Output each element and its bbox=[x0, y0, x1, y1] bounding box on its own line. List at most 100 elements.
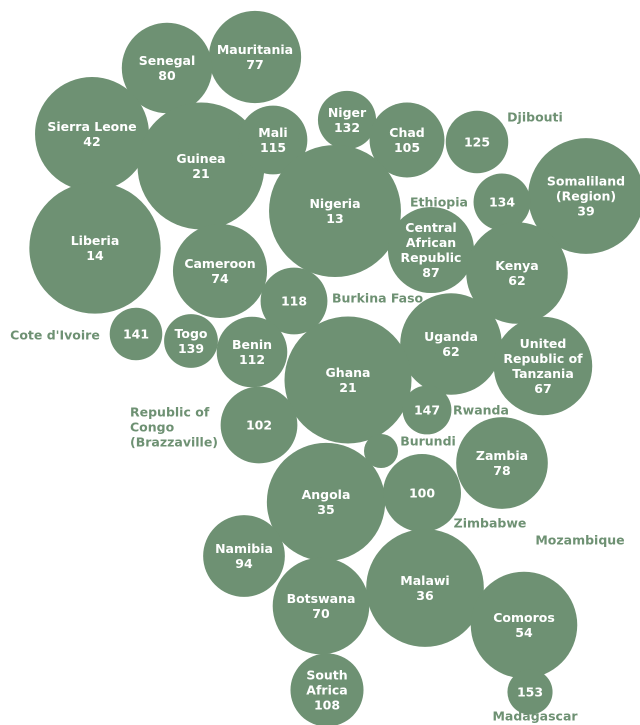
bubble bbox=[387, 206, 475, 294]
country-name: Republic of Congo (Brazzaville) bbox=[130, 404, 219, 450]
country-name: Kenya bbox=[495, 258, 539, 273]
country-value: 54 bbox=[515, 625, 533, 640]
bubble bbox=[364, 434, 398, 468]
bubble-label: Mauritania 77 bbox=[210, 42, 300, 72]
bubble bbox=[493, 316, 593, 416]
country-name: Niger bbox=[327, 105, 367, 120]
country-name: Ethiopia bbox=[410, 194, 468, 210]
country-value: 147 bbox=[413, 402, 441, 418]
bubble bbox=[137, 102, 265, 230]
country-value: 35 bbox=[317, 502, 335, 517]
country-value: 42 bbox=[83, 134, 101, 149]
bubble bbox=[290, 653, 364, 725]
bubble-label: Somaliland (Region) 39 bbox=[541, 174, 631, 219]
country-name: Somaliland (Region) bbox=[546, 173, 626, 204]
bubble-label: Niger 132 bbox=[322, 105, 372, 135]
country-value: 139 bbox=[177, 341, 205, 356]
bubble-label: Kenya 62 bbox=[487, 258, 547, 288]
country-name: Burundi bbox=[400, 433, 456, 449]
country-value: 36 bbox=[416, 588, 434, 603]
country-value: 62 bbox=[508, 273, 526, 288]
bubble-label: Guinea 21 bbox=[161, 151, 241, 181]
bubble bbox=[203, 515, 285, 597]
bubble bbox=[109, 307, 163, 361]
country-name: Guinea bbox=[176, 151, 226, 166]
bubble-label: Mali 115 bbox=[248, 125, 298, 155]
country-name: Rwanda bbox=[453, 402, 509, 418]
country-name: Central African Republic bbox=[400, 220, 462, 265]
country-value: 21 bbox=[192, 166, 210, 181]
bubble bbox=[445, 110, 509, 174]
country-name: Uganda bbox=[424, 329, 478, 344]
bubble bbox=[400, 293, 502, 395]
bubble-label: Benin 112 bbox=[227, 337, 277, 367]
country-name: Zambia bbox=[475, 448, 529, 463]
country-name: Togo bbox=[174, 326, 208, 341]
country-value: 153 bbox=[516, 684, 544, 700]
country-value: 39 bbox=[577, 203, 595, 219]
bubble-label: Botswana 70 bbox=[281, 591, 361, 621]
country-name: Mozambique bbox=[535, 532, 625, 548]
bubble bbox=[383, 454, 461, 532]
country-value: 115 bbox=[259, 140, 287, 155]
country-name: Djibouti bbox=[507, 109, 563, 125]
country-name: Senegal bbox=[138, 53, 196, 68]
country-value: 77 bbox=[246, 57, 264, 72]
bubble-label: Malawi 36 bbox=[390, 573, 460, 603]
country-name: Chad bbox=[389, 125, 425, 140]
bubble bbox=[220, 386, 298, 464]
bubble-label: Zambia 78 bbox=[467, 448, 537, 478]
country-name: Comoros bbox=[493, 610, 555, 625]
bubble-label: Namibia 94 bbox=[209, 541, 279, 571]
country-name: Madagascar bbox=[492, 708, 578, 724]
bubble bbox=[269, 145, 401, 277]
bubble-label: Senegal 80 bbox=[127, 53, 207, 83]
bubble-label: Sierra Leone 42 bbox=[37, 119, 147, 149]
country-name: Malawi bbox=[400, 573, 450, 588]
bubble bbox=[164, 314, 218, 368]
bubble bbox=[121, 22, 213, 114]
bubble bbox=[238, 105, 308, 175]
country-value: 125 bbox=[463, 134, 491, 150]
country-value: 134 bbox=[488, 194, 516, 210]
country-name: Burkina Faso bbox=[332, 290, 424, 306]
country-name: Ghana bbox=[325, 365, 371, 380]
bubble bbox=[272, 557, 370, 655]
bubble-label: Angola 35 bbox=[291, 487, 361, 517]
bubble bbox=[473, 173, 531, 231]
country-value: 132 bbox=[333, 120, 361, 135]
bubble bbox=[216, 316, 288, 388]
bubble-label: Ghana 21 bbox=[313, 365, 383, 395]
bubble-label: Cameroon 74 bbox=[175, 256, 265, 286]
bubble bbox=[466, 222, 568, 324]
country-name: Cameroon bbox=[184, 256, 256, 271]
country-name: Zimbabwe bbox=[453, 515, 527, 531]
bubble bbox=[456, 417, 548, 509]
country-value: 118 bbox=[280, 293, 308, 309]
bubble bbox=[470, 571, 578, 679]
bubble-label: Central African Republic 87 bbox=[379, 220, 484, 280]
bubble bbox=[208, 10, 302, 104]
bubble-label: Comoros 54 bbox=[489, 610, 559, 640]
bubble bbox=[366, 529, 484, 647]
country-name: Botswana bbox=[286, 591, 356, 606]
bubble bbox=[369, 102, 445, 178]
bubble-label: Uganda 62 bbox=[416, 329, 486, 359]
bubble-label: Liberia 14 bbox=[55, 233, 135, 263]
bubble-label: Togo 139 bbox=[166, 326, 216, 356]
country-name: Mali bbox=[258, 125, 288, 140]
country-value: 14 bbox=[86, 248, 104, 263]
country-value: 21 bbox=[339, 380, 357, 395]
country-name: Liberia bbox=[70, 233, 120, 248]
country-name: Nigeria bbox=[309, 196, 361, 211]
country-value: 108 bbox=[313, 697, 341, 713]
bubble bbox=[284, 316, 412, 444]
bubble bbox=[507, 669, 553, 715]
country-name: Angola bbox=[301, 487, 351, 502]
country-value: 87 bbox=[422, 265, 440, 280]
bubble bbox=[172, 223, 268, 319]
bubble bbox=[29, 182, 161, 314]
bubble bbox=[266, 442, 386, 562]
country-value: 67 bbox=[534, 381, 552, 396]
